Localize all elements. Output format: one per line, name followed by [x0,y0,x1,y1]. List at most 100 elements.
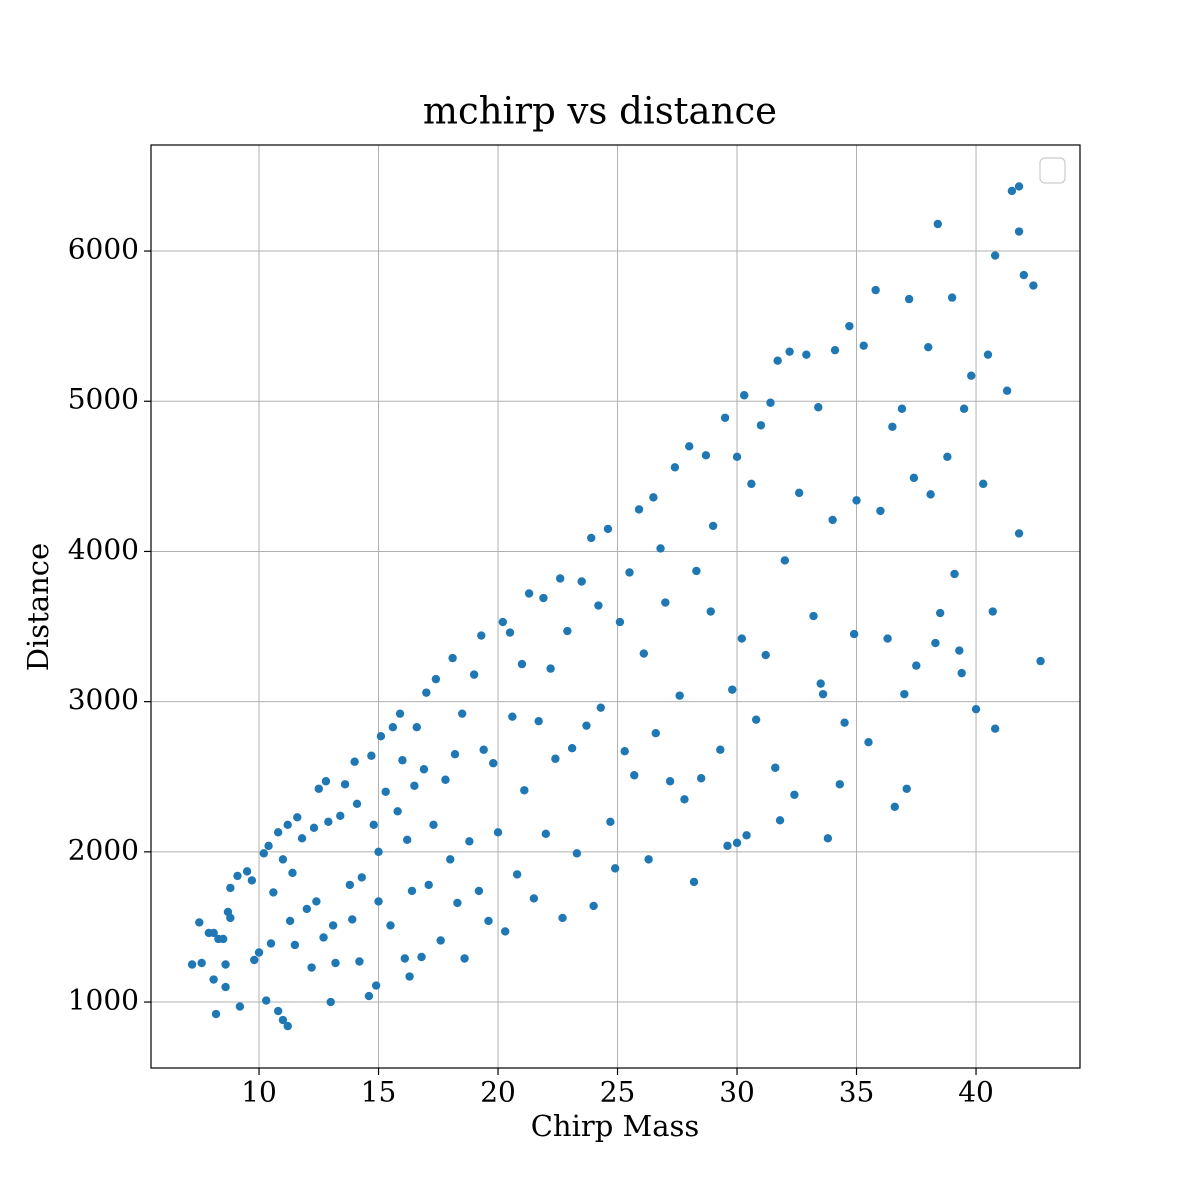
point [909,473,919,483]
point [465,837,474,846]
point [587,533,596,543]
y-axis-label: Distance [21,543,55,671]
point [737,634,747,643]
point [350,757,359,766]
point [692,566,701,576]
point [412,722,421,732]
point [902,784,911,793]
point [407,886,417,896]
point [386,921,395,930]
point [656,544,665,553]
point [371,981,381,990]
point [630,771,639,780]
point [233,871,242,881]
point [546,664,555,673]
point [900,689,909,699]
point [364,991,374,1001]
point [696,774,706,783]
point [610,864,620,873]
point [505,628,515,637]
point [835,780,845,789]
legend [1039,157,1066,184]
point [990,251,1000,260]
point [493,828,503,837]
y-tick-label: 2000 [68,833,139,866]
point [649,493,658,502]
point [446,855,455,864]
point [195,918,204,927]
point [596,703,606,712]
point [259,849,269,858]
point [840,718,849,727]
point [424,880,433,890]
x-tick-label: 10 [241,1076,277,1109]
x-tick-label: 40 [958,1076,994,1109]
point [785,347,794,356]
point [852,496,861,505]
point [814,403,823,412]
point [501,927,510,936]
point [534,716,543,726]
point [943,452,952,462]
point [403,835,412,845]
point [469,670,479,679]
point [242,867,252,876]
point [747,479,756,489]
point [474,886,484,896]
point [756,421,766,430]
y-tick-label: 3000 [68,683,139,716]
point [809,611,818,621]
point [266,939,276,948]
point [634,505,644,514]
point [448,653,457,663]
point [417,952,426,962]
point [912,661,921,670]
point [761,650,770,660]
point [226,913,235,923]
point [283,820,292,830]
point [771,763,780,772]
point [732,452,742,462]
point [395,709,405,718]
point [606,817,615,827]
point [345,880,355,890]
point [319,933,328,942]
point [933,219,942,229]
point [355,957,364,966]
point [450,750,460,759]
y-tick-label: 6000 [68,233,139,266]
point [235,1002,245,1011]
point [187,960,197,969]
point [1002,386,1012,395]
point [723,841,732,851]
x-tick-label: 35 [839,1076,875,1109]
point [594,601,603,610]
point [849,629,859,639]
point [419,765,429,774]
point [307,963,316,972]
point [816,679,825,688]
point [1029,281,1038,290]
point [405,972,414,981]
point [517,659,527,669]
point [572,849,582,858]
point [314,784,323,793]
point [460,954,469,963]
point [742,831,751,840]
point [780,556,790,565]
point [589,901,598,911]
point [331,958,340,968]
point [979,479,988,489]
point [367,751,376,760]
point [773,356,782,365]
point [639,649,649,658]
point [802,350,811,359]
x-axis-label: Chirp Mass [531,1109,700,1143]
point [670,463,680,472]
point [685,442,694,451]
point [209,975,218,984]
point [701,451,711,460]
point [328,921,338,930]
point [226,883,235,893]
point [211,1009,221,1019]
